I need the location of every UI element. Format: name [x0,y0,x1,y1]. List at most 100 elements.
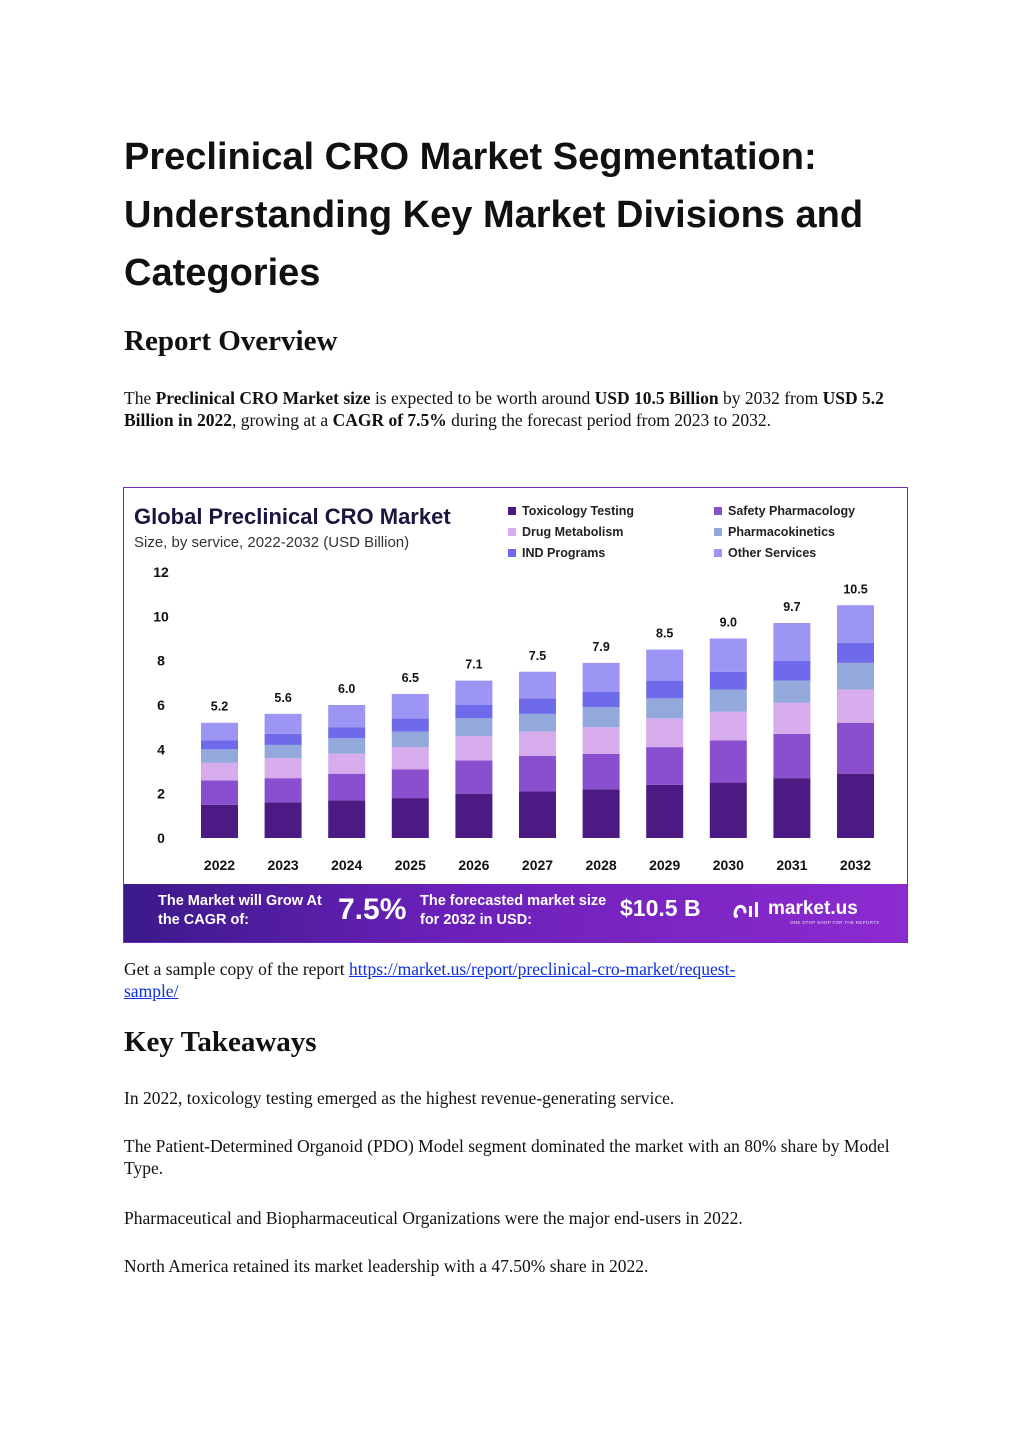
legend-item: Toxicology Testing [508,504,714,518]
market-us-tagline: ONE STOP SHOP FOR THE REPORTS [790,920,880,925]
chart-legend: Toxicology Testing Safety Pharmacology Dru… [508,504,898,560]
overview-text-4: , growing at a [231,410,333,430]
bar-segment [519,671,556,699]
bar-segment [201,740,238,750]
legend-swatch [508,507,516,515]
legend-label: Toxicology Testing [522,504,635,518]
market-us-logo-icon [733,902,758,918]
bar-segment [582,753,620,790]
bar-segment [519,731,556,756]
y-tick-label: 2 [157,786,165,802]
y-tick-label: 6 [157,697,165,713]
bar-segment [519,755,556,792]
banner-forecast-text: The forecasted market size for 2032 in U… [420,893,607,928]
y-tick-label: 4 [157,741,165,757]
bar-segment [837,642,874,663]
bar-segment [201,804,238,838]
bar-total-label: 7.1 [465,658,482,672]
bar-segment [264,733,302,745]
bar-segment [646,747,684,785]
sample-report-link[interactable]: https://market.us/report/preclinical-cro… [349,959,736,979]
bar-segment [837,722,874,774]
bar-total-label: 10.5 [843,582,867,596]
bar-segment [328,705,366,728]
overview-text-2: is expected to be worth around [370,388,595,408]
bar-segment [646,718,684,748]
bar-segment [328,738,366,754]
chart-subtitle: Size, by service, 2022-2032 (USD Billion… [134,534,410,551]
bar-total-label: 7.5 [529,649,546,663]
legend-item: Drug Metabolism [508,525,714,539]
bar-segment [709,671,747,690]
chart-title: Global Preclinical CRO Market [134,504,451,529]
legend-item: Safety Pharmacology [714,504,898,518]
bar-segment [455,705,493,719]
legend-label: Other Services [728,546,817,560]
bar-segment [328,800,366,838]
legend-swatch [714,507,722,515]
bar-segment [391,747,429,770]
legend-label: Pharmacokinetics [728,525,835,539]
bar-segment [837,689,874,723]
bar-segment [201,780,238,805]
bar-segment [773,702,811,734]
bar-total-label: 6.0 [338,682,355,696]
bar-segment [773,622,811,661]
bar-segment [264,802,302,838]
bar-segment [837,662,874,690]
y-tick-label: 0 [157,830,165,846]
bar-segment [391,769,429,799]
legend-swatch [508,549,516,557]
info-banner: The Market will Grow At the CAGR of: 7.5… [124,884,907,942]
bar-segment [646,784,684,838]
report-overview-heading: Report Overview [124,325,338,357]
bar-segment [837,605,874,643]
legend-swatch [508,528,516,536]
takeaway-item: Pharmaceutical and Biopharmaceutical Org… [124,1208,743,1228]
sample-text: Get a sample copy of the report [124,959,349,979]
overview-text-1: The [124,388,156,408]
bar-segment [455,760,493,794]
takeaway-item: The Patient-Determined Organoid (PDO) Mo… [124,1136,890,1178]
bar-segment [709,689,747,712]
sample-report-link-continued[interactable]: sample/ [124,981,179,1001]
x-tick-label: 2031 [776,857,807,873]
legend-label: Drug Metabolism [522,525,624,539]
bar-segment [328,727,366,739]
x-tick-label: 2026 [458,857,489,873]
takeaway-item: In 2022, toxicology testing emerged as t… [124,1088,675,1108]
overview-text-5: during the forecast period from 2023 to … [446,410,771,430]
bar-segment [455,793,493,838]
legend-label: Safety Pharmacology [728,504,856,518]
bar-segment [709,782,747,838]
x-tick-label: 2024 [331,857,362,873]
bar-segment [773,778,811,838]
overview-text-3: by 2032 from [718,388,823,408]
bar-total-label: 5.6 [274,691,291,705]
legend-swatch [714,549,722,557]
bar-segment [391,731,429,748]
bar-total-label: 9.0 [720,616,737,630]
bar-segment [646,680,684,699]
bar-total-label: 5.2 [211,700,228,714]
key-takeaways-heading: Key Takeaways [124,1026,317,1058]
bar-segment [709,740,747,783]
bar-segment [201,762,238,781]
x-tick-label: 2022 [204,857,235,873]
bar-segment [391,693,429,719]
x-tick-label: 2030 [713,857,744,873]
legend-item: Pharmacokinetics [714,525,898,539]
legend-swatch [714,528,722,536]
bar-segment [709,711,747,741]
bar-total-label: 8.5 [656,627,673,641]
legend-item: IND Programs [508,546,714,560]
x-tick-label: 2027 [522,857,553,873]
bar-segment [837,773,874,838]
banner-cagr-value: 7.5% [338,893,407,926]
bar-segment [773,733,811,779]
legend-label: IND Programs [522,546,606,560]
bar-segment [264,778,302,803]
page-title: Preclinical CRO Market Segmentation: Und… [124,136,864,294]
overview-bold-cagr: CAGR of 7.5% [332,410,447,430]
bar-segment [328,773,366,801]
